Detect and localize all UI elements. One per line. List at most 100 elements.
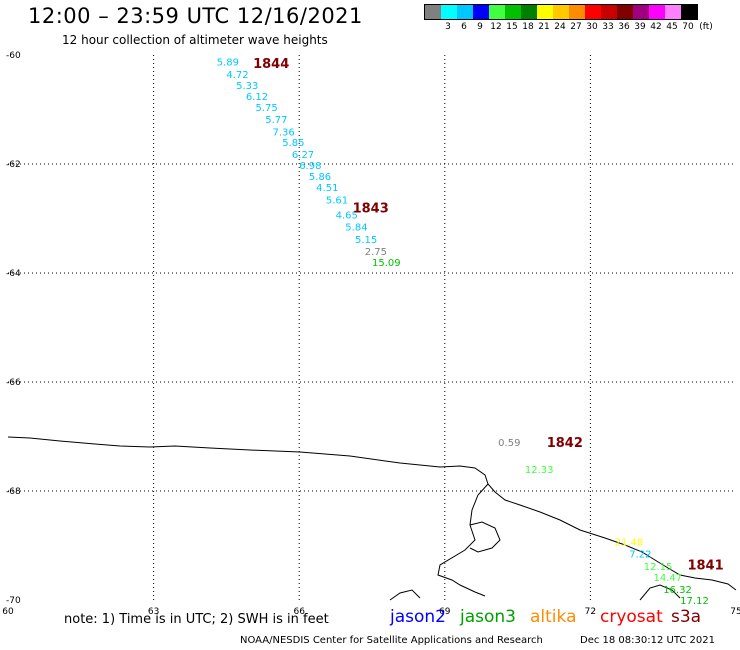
wave-height-label: 5.33 (236, 81, 258, 92)
wave-height-label: 16.32 (663, 585, 692, 596)
legend-swatch (633, 5, 649, 19)
legend-swatch (505, 5, 521, 19)
latitude-tick-label: -60 (6, 51, 21, 61)
legend-tick-label: 24 (554, 22, 566, 32)
wave-height-label: 0.59 (498, 438, 520, 449)
wave-height-label: 5.61 (326, 195, 348, 206)
page-subtitle: 12 hour collection of altimeter wave hei… (62, 33, 328, 47)
wave-height-label: 7.22 (629, 550, 651, 561)
page-title: 12:00 – 23:59 UTC 12/16/2021 (28, 4, 363, 28)
color-legend: 3 6 9 12 15 18 21 24 27 30 33 36 39 42 45 70 (ft) (424, 4, 713, 34)
wave-height-label: 5.75 (256, 103, 278, 114)
wave-height-label: 5.85 (282, 138, 304, 149)
legend-swatch (553, 5, 569, 19)
footer-credit: NOAA/NESDIS Center for Satellite Applica… (240, 635, 543, 646)
legend-ticks: 3 6 9 12 15 18 21 24 27 30 33 36 39 42 45 70 (ft) (424, 20, 713, 34)
legend-tick-label: 36 (618, 22, 630, 32)
coastline-south-left (389, 589, 421, 601)
longitude-tick-label: 66 (293, 607, 305, 617)
coastline (7, 436, 737, 601)
wave-height-label: 4.51 (316, 183, 338, 194)
latitude-tick-label: -66 (6, 378, 21, 388)
legend-tick-label: 39 (634, 22, 646, 32)
satellite-name-altika: altika (530, 607, 577, 627)
wave-height-label: 4.65 (336, 211, 358, 222)
wave-height-label: 12.15 (644, 562, 673, 573)
wave-height-label: 6.98 (299, 161, 321, 172)
wave-height-label: 21.48 (615, 538, 644, 549)
observations: 5.894.725.336.125.755.777.365.856.276.98… (217, 58, 709, 607)
longitude-tick-label: 63 (148, 607, 159, 617)
pass-time-label: 1844 (253, 57, 289, 72)
legend-swatch (425, 5, 441, 19)
latitude-tick-label: -62 (6, 160, 21, 170)
legend-tick-label: 30 (586, 22, 598, 32)
coastline-main (7, 436, 737, 591)
wave-height-label: 6.12 (246, 92, 268, 103)
legend-swatch (457, 5, 473, 19)
wave-height-label: 4.72 (226, 70, 248, 81)
wave-height-label: 5.86 (309, 172, 331, 183)
wave-height-label: 5.84 (345, 223, 367, 234)
coastline-bay (469, 521, 501, 553)
legend-swatch (521, 5, 537, 19)
pass-labels: 1844 1843 1842 1841 (253, 57, 724, 573)
wave-height-label: 5.89 (217, 58, 239, 69)
legend-swatch (441, 5, 457, 19)
legend-swatch (681, 5, 697, 19)
wave-height-label: 14.47 (653, 573, 682, 584)
latitude-tick-label: -68 (6, 487, 21, 497)
longitude-tick-label: 60 (2, 607, 14, 617)
legend-tick-label: 6 (461, 22, 467, 32)
satellite-name-s3a: s3a (671, 607, 702, 627)
longitude-tick-label: 72 (585, 607, 596, 617)
legend-swatch (649, 5, 665, 19)
wave-height-label: 17.12 (680, 596, 709, 607)
legend-tick-label: 12 (490, 22, 502, 32)
footer-note: note: 1) Time is in UTC; 2) SWH is in fe… (64, 612, 329, 627)
coastline-south-right (639, 584, 681, 601)
legend-tick-label: 9 (477, 22, 483, 32)
wave-height-label: 2.75 (365, 247, 387, 258)
legend-tick-label: 33 (602, 22, 614, 32)
pass-time-label: 1842 (547, 436, 583, 451)
legend-tick-label: 70 (682, 22, 694, 32)
legend-tick-label: 3 (445, 22, 451, 32)
pass-time-label: 1843 (353, 202, 389, 217)
longitude-tick-label: 75 (730, 607, 740, 617)
legend-swatch (617, 5, 633, 19)
legend-tick-label: 18 (522, 22, 534, 32)
longitude-tick-label: 69 (439, 607, 451, 617)
latitude-tick-label: -64 (6, 269, 21, 279)
satellite-name-cryosat: cryosat (600, 607, 663, 627)
legend-tick-label: 45 (666, 22, 678, 32)
wave-height-label: 5.77 (265, 115, 287, 126)
legend-tick-label: 15 (506, 22, 518, 32)
legend-swatch (569, 5, 585, 19)
wave-height-label: 12.33 (525, 465, 554, 476)
wave-height-label: 7.36 (273, 127, 295, 138)
pass-time-label: 1841 (687, 559, 723, 574)
legend-swatch (601, 5, 617, 19)
map-grid (8, 55, 736, 600)
legend-unit-label: (ft) (699, 22, 713, 32)
wave-height-label: 6.27 (292, 150, 314, 161)
wave-height-label: 15.09 (372, 258, 401, 269)
legend-swatch (665, 5, 681, 19)
satellite-name-jason3: jason3 (460, 607, 516, 627)
axis-ticks: 60 63 66 69 72 75 -60 -62 -64 -66 -68 -70 (2, 51, 740, 617)
legend-swatch (537, 5, 553, 19)
coastline-inlet (437, 483, 489, 597)
latitude-tick-label: -70 (6, 596, 21, 606)
satellite-name-jason2: jason2 (390, 607, 446, 627)
legend-swatch (585, 5, 601, 19)
legend-tick-label: 21 (538, 22, 550, 32)
legend-tick-label: 42 (650, 22, 662, 32)
legend-swatch (473, 5, 489, 19)
wave-height-label: 5.15 (355, 235, 377, 246)
legend-tick-label: 27 (570, 22, 582, 32)
legend-swatches (424, 4, 698, 20)
footer-timestamp: Dec 18 08:30:12 UTC 2021 (580, 635, 715, 646)
legend-swatch (489, 5, 505, 19)
